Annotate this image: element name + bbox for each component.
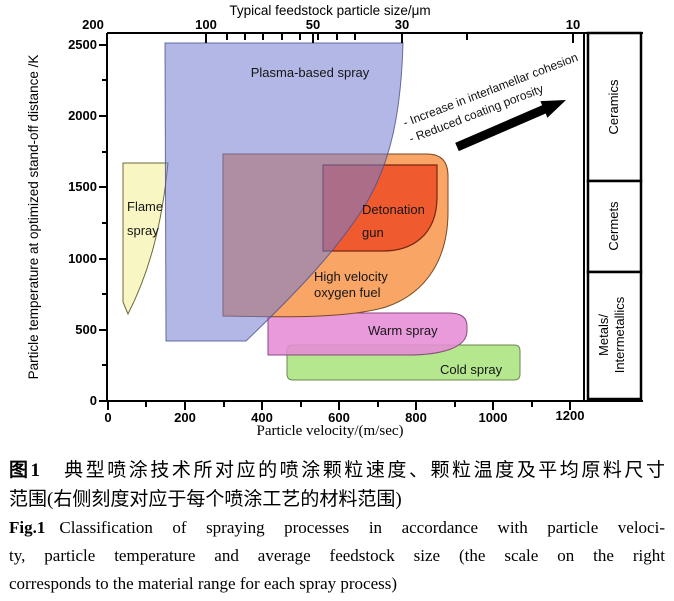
x-axis-ticks <box>107 401 571 410</box>
material-label-cermets: Cermets <box>606 201 621 251</box>
caption-en-line1: Fig.1 Classification of spraying processe… <box>9 514 665 542</box>
top-tick-10: 10 <box>566 17 580 32</box>
y-axis-title: Particle temperature at optimized stand-… <box>26 55 41 380</box>
region-plasma-spray <box>164 42 404 342</box>
material-label-ceramics: Ceramics <box>606 79 621 134</box>
annotation-line1: - Increase in interlamellar cohesion <box>401 50 580 130</box>
label-cold-spray: Cold spray <box>440 362 503 377</box>
material-label-metals-line1: Metals/ <box>596 314 611 356</box>
plot-frame <box>106 32 643 402</box>
y-tick-2500: 2500 <box>68 37 97 52</box>
label-hvof-line2: oxygen fuel <box>314 285 381 300</box>
material-scale: Ceramics Cermets Metals/ Intermetallics <box>586 31 643 401</box>
arrow-icon <box>455 100 566 152</box>
x-tick-600: 600 <box>328 410 350 425</box>
caption-cn-line1-text: 典型喷涂技术所对应的喷涂颗粒速度、颗粒温度及平均原料尺寸 <box>40 460 665 481</box>
caption-en-line2: ty, particle temperature and average fee… <box>9 546 665 565</box>
label-detonation-line1: Detonation <box>362 202 425 217</box>
y-tick-1500: 1500 <box>68 179 97 194</box>
region-flame-spray <box>122 162 169 316</box>
top-tick-100: 100 <box>195 17 217 32</box>
caption-cn-figure-label: 图1 <box>9 460 41 481</box>
region-labels: Plasma-based spray Flame spray Detonatio… <box>127 65 503 377</box>
x-tick-1200: 1200 <box>556 408 585 423</box>
label-warm-spray: Warm spray <box>368 323 438 338</box>
figure-caption: 图1 典型喷涂技术所对应的喷涂颗粒速度、颗粒温度及平均原料尺寸 范围(右侧刻度对… <box>0 450 674 598</box>
label-flame-line1: Flame <box>127 199 163 214</box>
top-tick-50: 50 <box>306 17 320 32</box>
y-axis-ticks <box>99 44 107 402</box>
y-tick-0: 0 <box>90 393 97 408</box>
y-tick-500: 500 <box>75 322 97 337</box>
material-box-metals <box>586 270 643 401</box>
material-label-metals-line2: Intermetallics <box>612 296 627 373</box>
caption-cn-line1: 图1 典型喷涂技术所对应的喷涂颗粒速度、颗粒温度及平均原料尺寸 <box>9 456 665 485</box>
material-box-ceramics <box>586 31 643 183</box>
x-tick-800: 800 <box>405 410 427 425</box>
top-tick-200: 200 <box>82 17 104 32</box>
region-warm-spray <box>267 312 468 356</box>
y-axis-tick-labels: 2500 2000 1500 1000 500 0 <box>68 37 97 408</box>
x-tick-1000: 1000 <box>479 410 508 425</box>
x-tick-400: 400 <box>251 410 273 425</box>
x-axis-title: Particle velocity/(m/sec) <box>256 423 403 439</box>
top-axis-tick-labels: 200 100 50 30 10 <box>82 17 580 32</box>
label-plasma: Plasma-based spray <box>251 65 370 80</box>
label-flame-line2: spray <box>127 223 159 238</box>
x-tick-0: 0 <box>104 410 111 425</box>
spray-process-chart: Typical feedstock particle size/μm Parti… <box>26 3 643 439</box>
top-axis-ticks <box>106 33 574 43</box>
top-axis-title: Typical feedstock particle size/μm <box>229 3 430 18</box>
label-hvof-line1: High velocity <box>314 269 388 284</box>
annotation: - Increase in interlamellar cohesion - R… <box>401 50 580 152</box>
caption-cn-line2: 范围(右侧刻度对应于每个喷涂工艺的材料范围) <box>9 489 402 510</box>
material-box-cermets <box>586 179 643 274</box>
y-tick-1000: 1000 <box>68 251 97 266</box>
chart-regions <box>122 42 521 381</box>
top-tick-30: 30 <box>395 17 409 32</box>
y-tick-2000: 2000 <box>68 108 97 123</box>
caption-en-line3: corresponds to the material range for ea… <box>9 574 398 593</box>
label-detonation-line2: gun <box>362 225 384 240</box>
x-tick-200: 200 <box>174 410 196 425</box>
caption-en-line1-text: Classification of spraying processes in … <box>59 518 665 537</box>
caption-en-figure-label: Fig.1 <box>9 518 46 537</box>
x-axis-tick-labels: 0 200 400 600 800 1000 1200 <box>104 408 584 425</box>
